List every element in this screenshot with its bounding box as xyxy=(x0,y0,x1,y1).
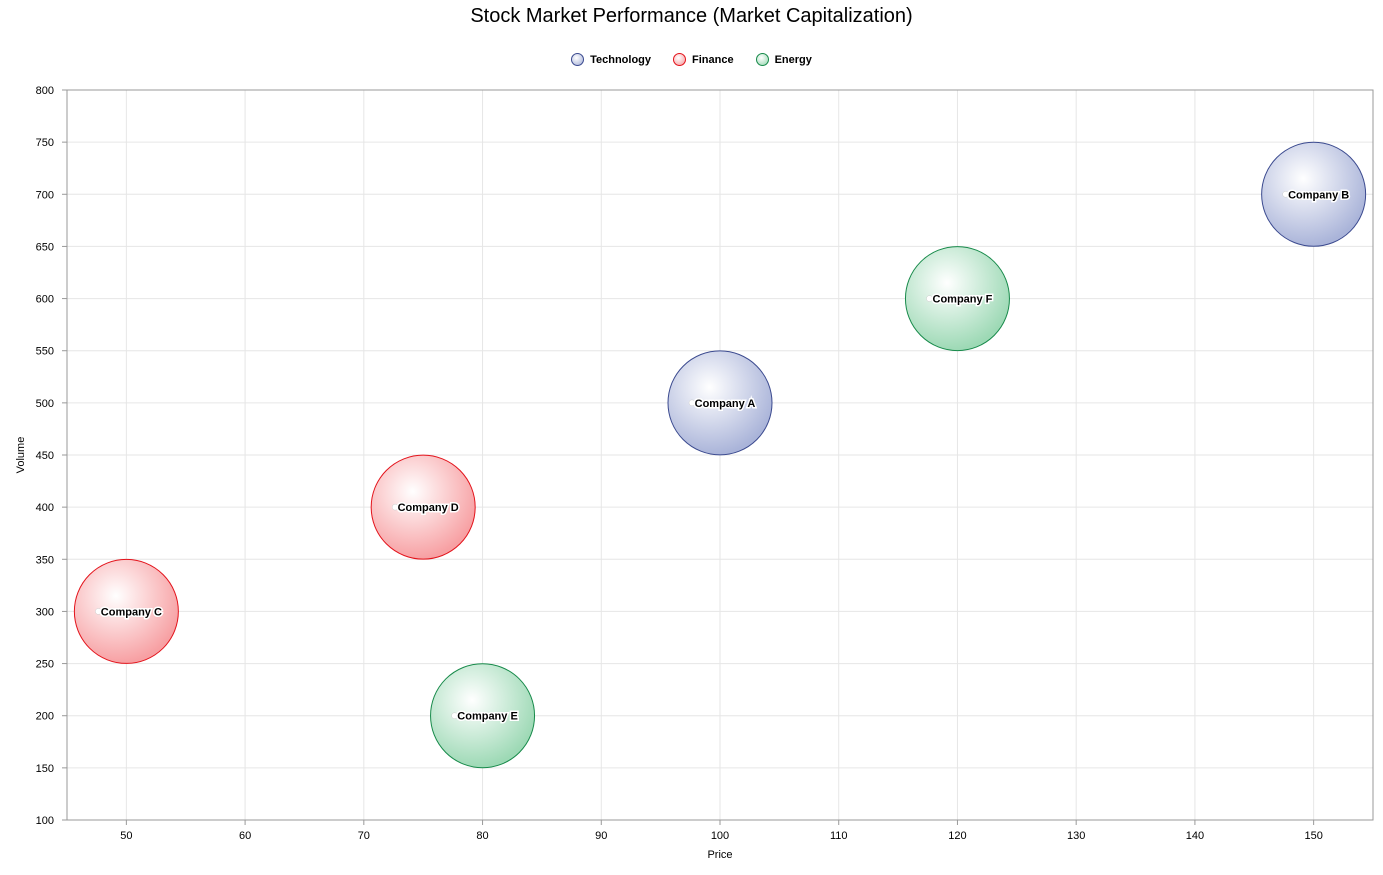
legend-marker-energy xyxy=(755,53,769,66)
bubble-point-marker xyxy=(688,399,696,407)
x-tick-label: 130 xyxy=(1067,830,1085,842)
x-tick-label: 120 xyxy=(948,830,966,842)
y-tick-label: 650 xyxy=(36,241,54,253)
bubble-label-company-b: Company B xyxy=(1288,189,1349,201)
legend-marker-finance xyxy=(673,53,687,66)
y-tick-label: 100 xyxy=(36,815,54,827)
y-tick-label: 700 xyxy=(36,189,54,201)
x-tick-label: 70 xyxy=(358,830,370,842)
x-tick-label: 140 xyxy=(1186,830,1204,842)
y-tick-label: 600 xyxy=(36,294,54,306)
bubble-point-marker xyxy=(391,503,399,511)
bubble-company-a[interactable] xyxy=(667,350,773,456)
bubble-company-d[interactable] xyxy=(370,454,476,560)
bubble-label-company-f: Company F xyxy=(933,294,993,306)
y-tick-label: 750 xyxy=(36,137,54,149)
legend-label-energy: Energy xyxy=(774,53,812,66)
bubbles: Company A Company B Company C Company D Comp… xyxy=(73,141,1367,769)
y-tick-label: 200 xyxy=(36,711,54,723)
bubble-company-f[interactable] xyxy=(904,246,1010,352)
bubble-company-e[interactable] xyxy=(430,663,536,769)
x-tick-label: 150 xyxy=(1304,830,1322,842)
legend-marker-technology xyxy=(571,53,585,66)
x-tick-label: 100 xyxy=(711,830,729,842)
legend-item-finance[interactable]: Finance xyxy=(673,53,734,66)
bubble-company-b[interactable] xyxy=(1261,141,1367,247)
bubble-label-company-e: Company E xyxy=(457,711,518,723)
bubble-point-marker xyxy=(1282,191,1289,198)
y-tick-label: 550 xyxy=(36,346,54,358)
x-tick-label: 80 xyxy=(476,830,488,842)
legend: Technology Finance Energy xyxy=(0,53,1383,66)
y-axis-label: Volume xyxy=(15,437,27,474)
y-tick-label: 450 xyxy=(36,450,54,462)
axis-ticks: 50 60 70 80 90 100 110 120 130 140 150 100 150 200 250… xyxy=(36,85,1323,842)
bubble-point-marker xyxy=(451,712,458,719)
y-tick-label: 400 xyxy=(36,502,54,514)
x-axis-label: Price xyxy=(707,849,732,861)
bubble-company-c[interactable] xyxy=(73,558,179,664)
x-tick-label: 110 xyxy=(830,830,848,842)
y-tick-label: 250 xyxy=(36,659,54,671)
y-tick-label: 800 xyxy=(36,85,54,97)
y-tick-label: 300 xyxy=(36,606,54,618)
bubble-point-marker xyxy=(95,608,102,615)
legend-item-energy[interactable]: Energy xyxy=(755,53,812,66)
x-tick-label: 60 xyxy=(239,830,251,842)
bubble-point-marker xyxy=(926,295,933,302)
y-tick-label: 350 xyxy=(36,554,54,566)
chart-title: Stock Market Performance (Market Capital… xyxy=(470,5,913,27)
x-tick-label: 90 xyxy=(595,830,607,842)
y-tick-label: 500 xyxy=(36,398,54,410)
bubble-label-company-a: Company A xyxy=(695,398,756,410)
bubble-label-company-c: Company C xyxy=(101,606,162,618)
x-tick-label: 50 xyxy=(120,830,132,842)
legend-label-technology: Technology xyxy=(590,53,652,66)
legend-label-finance: Finance xyxy=(692,53,734,66)
bubble-label-company-d: Company D xyxy=(398,502,459,514)
legend-item-technology[interactable]: Technology xyxy=(571,53,651,66)
y-tick-label: 150 xyxy=(36,763,54,775)
